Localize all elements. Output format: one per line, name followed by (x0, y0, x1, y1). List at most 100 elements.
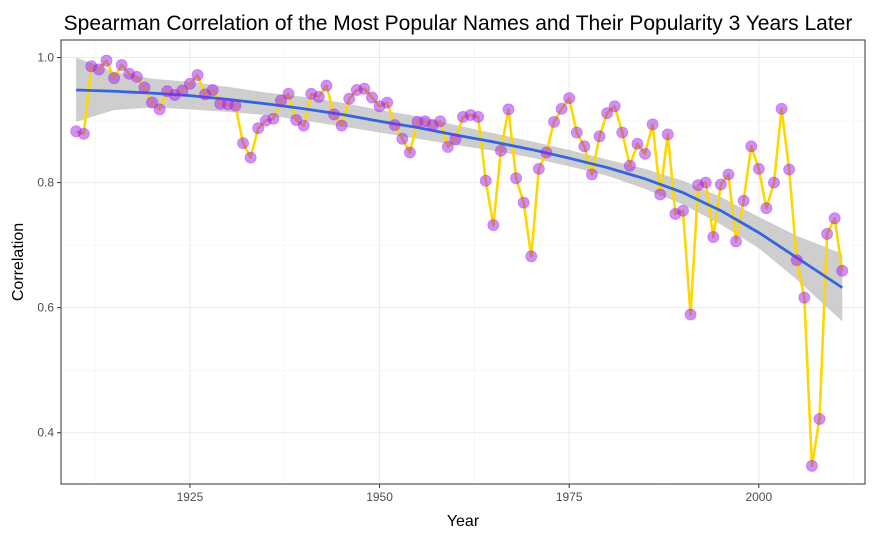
data-point (699, 176, 712, 189)
data-point (176, 84, 189, 97)
data-point (714, 178, 727, 191)
data-point (639, 147, 652, 160)
data-point (388, 119, 401, 132)
data-point (790, 254, 803, 267)
data-point (502, 103, 515, 116)
x-tick-label: 1975 (556, 490, 583, 504)
data-point (146, 96, 159, 109)
data-point (267, 112, 280, 125)
data-point (548, 115, 561, 128)
data-point (494, 144, 507, 157)
data-point (646, 118, 659, 131)
data-point (343, 92, 356, 105)
data-point (282, 87, 295, 100)
data-point (555, 102, 568, 115)
data-point (661, 128, 674, 141)
data-point (775, 102, 788, 115)
data-point (183, 77, 196, 90)
data-point (563, 92, 576, 105)
x-axis-title: Year (447, 513, 480, 530)
y-axis-title: Correlation (10, 223, 27, 301)
data-point (570, 126, 583, 139)
y-tick-label: 0.6 (37, 301, 54, 315)
data-point (836, 264, 849, 277)
y-axis: 0.4 0.6 0.8 1.0 (37, 51, 61, 440)
y-tick-label: 0.4 (37, 426, 54, 440)
chart-title: Spearman Correlation of the Most Popular… (64, 12, 853, 35)
data-point (153, 103, 166, 116)
data-point (100, 54, 113, 67)
data-point (335, 119, 348, 132)
data-point (760, 202, 773, 215)
data-point (297, 119, 310, 132)
data-point (449, 133, 462, 146)
data-point (805, 459, 818, 472)
data-point (517, 196, 530, 209)
point-layer (70, 54, 849, 472)
data-point (684, 308, 697, 321)
data-point (487, 219, 500, 232)
data-point (434, 115, 447, 128)
panel-border (60, 39, 866, 485)
data-point (593, 130, 606, 143)
data-point (616, 126, 629, 139)
data-point (115, 59, 128, 72)
data-point (381, 96, 394, 109)
x-tick-label: 2000 (745, 490, 772, 504)
data-point (77, 127, 90, 140)
data-point (654, 188, 667, 201)
data-point (821, 227, 834, 240)
data-point (730, 235, 743, 248)
data-point (320, 79, 333, 92)
data-point (601, 107, 614, 120)
data-point (229, 99, 242, 112)
data-point (206, 84, 219, 97)
data-point (441, 140, 454, 153)
x-axis: 1925 1950 1975 2000 (177, 484, 772, 504)
data-point (585, 168, 598, 181)
data-point (525, 250, 538, 263)
data-point (108, 72, 121, 85)
data-point (312, 90, 325, 103)
data-point (92, 63, 105, 76)
data-point (608, 100, 621, 113)
data-point (745, 140, 758, 153)
confidence-ribbon (76, 57, 843, 322)
y-tick-label: 1.0 (37, 51, 54, 65)
data-point (403, 146, 416, 159)
x-tick-label: 1950 (366, 490, 393, 504)
data-point (722, 168, 735, 181)
data-point (828, 212, 841, 225)
data-point (532, 162, 545, 175)
ribbon-layer (76, 57, 843, 322)
data-point (191, 69, 204, 82)
data-point (252, 122, 265, 135)
data-point (783, 163, 796, 176)
data-point (328, 108, 341, 121)
data-point (472, 110, 485, 123)
data-point (676, 204, 689, 217)
data-point (130, 70, 143, 83)
data-point (138, 81, 151, 94)
data-point (813, 412, 826, 425)
y-tick-label: 0.8 (37, 176, 54, 190)
data-point (237, 137, 250, 150)
data-point (752, 162, 765, 175)
data-point (510, 172, 523, 185)
data-point (623, 159, 636, 172)
data-point (365, 91, 378, 104)
data-point (358, 82, 371, 95)
data-point (798, 291, 811, 304)
data-point (396, 132, 409, 145)
x-tick-label: 1925 (177, 490, 204, 504)
data-point (479, 174, 492, 187)
data-point (540, 146, 553, 159)
data-point (737, 194, 750, 207)
data-point (707, 230, 720, 243)
data-point (578, 140, 591, 153)
data-point (274, 94, 287, 107)
data-point (631, 137, 644, 150)
data-point (244, 151, 257, 164)
data-point (767, 176, 780, 189)
